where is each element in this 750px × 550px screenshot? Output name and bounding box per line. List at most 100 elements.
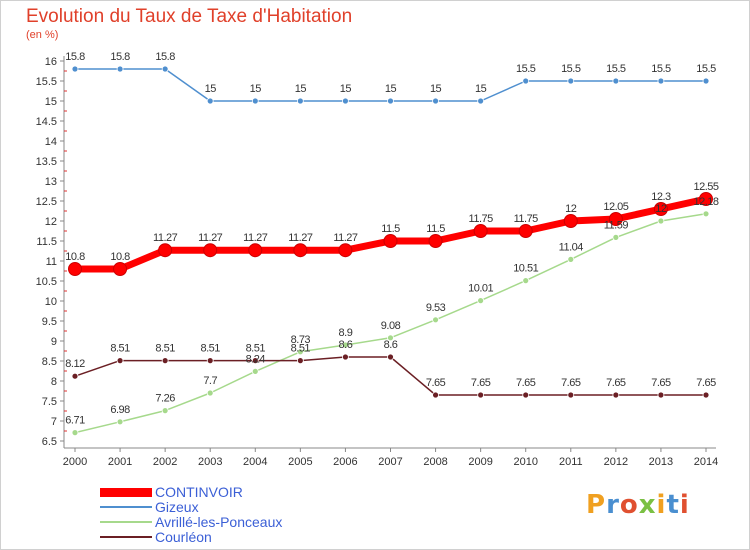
data-label-2: 12.18 (693, 196, 718, 208)
y-tick-label: 14.5 (36, 116, 57, 128)
y-tick-label: 6.5 (42, 436, 57, 448)
data-label-1: 15 (475, 83, 487, 95)
data-label-2: 10.01 (468, 283, 493, 295)
data-point-2 (387, 334, 394, 342)
y-tick-label: 12 (45, 216, 57, 228)
legend-swatch-continvoir (100, 488, 152, 497)
data-label-3: 8.51 (110, 343, 130, 355)
data-point-2 (161, 407, 169, 415)
logo-letter: P (586, 490, 607, 520)
x-tick-label: 2011 (559, 456, 583, 468)
x-tick-label: 2013 (649, 456, 673, 468)
data-label-2: 7.7 (203, 375, 217, 387)
data-label-0: 11.27 (333, 232, 358, 244)
data-point-3 (116, 357, 124, 365)
chart-subtitle: (en %) (26, 29, 59, 41)
logo-letter: r (606, 490, 620, 520)
data-point-3 (657, 391, 665, 399)
data-label-1: 15.8 (65, 51, 85, 63)
legend-label-continvoir: CONTINVOIR (155, 484, 243, 500)
data-label-0: 10.8 (65, 251, 85, 263)
chart-title: Evolution du Taux de Taxe d'Habitation (26, 6, 353, 27)
data-label-1: 15 (430, 83, 442, 95)
data-label-1: 15 (205, 83, 217, 95)
logo-letter: o (619, 490, 639, 520)
legend-label-avrille: Avrillé-les-Ponceaux (155, 514, 283, 530)
data-label-3: 8.6 (339, 339, 353, 351)
data-label-0: 11.5 (381, 223, 400, 235)
data-label-1: 15 (250, 83, 262, 95)
data-label-0: 11.27 (153, 232, 178, 244)
legend-swatch-gizeux (100, 506, 152, 508)
data-point-0 (248, 243, 263, 258)
data-point-2 (342, 341, 349, 349)
data-label-1: 15.5 (516, 63, 536, 75)
data-point-0 (653, 202, 668, 216)
x-tick-label: 2005 (288, 456, 312, 468)
y-tick-label: 16 (45, 56, 57, 68)
y-tick-label: 13.5 (36, 156, 57, 168)
data-point-3 (206, 357, 214, 365)
logo-letter: t (666, 490, 680, 520)
data-point-2 (251, 367, 259, 375)
data-label-0: 11.27 (243, 232, 268, 244)
data-point-1 (161, 65, 169, 73)
data-label-3: 8.51 (155, 343, 175, 355)
legend-label-gizeux: Gizeux (155, 499, 199, 515)
data-label-1: 15.5 (561, 63, 581, 75)
y-tick-label: 7 (51, 416, 57, 428)
data-label-3: 8.51 (246, 343, 266, 355)
data-label-3: 7.65 (426, 377, 446, 389)
data-point-0 (68, 262, 82, 276)
data-label-3: 8.12 (65, 358, 85, 370)
y-tick-label: 11 (46, 256, 57, 268)
data-point-1 (206, 97, 214, 105)
data-point-2 (477, 297, 485, 305)
data-point-0 (203, 243, 218, 258)
data-point-0 (428, 234, 443, 248)
data-label-2: 9.08 (381, 320, 401, 332)
data-point-3 (432, 391, 439, 399)
x-tick-label: 2014 (694, 456, 718, 468)
x-tick-label: 2012 (604, 456, 628, 468)
y-tick-label: 7.5 (42, 396, 57, 408)
data-point-2 (206, 389, 214, 397)
data-point-3 (477, 391, 485, 399)
data-label-0: 10.8 (110, 251, 130, 263)
data-point-1 (522, 77, 530, 85)
data-point-0 (383, 234, 398, 248)
data-point-2 (657, 217, 665, 225)
data-point-3 (251, 357, 259, 365)
data-label-0: 11.75 (469, 213, 494, 225)
data-label-1: 15.5 (696, 63, 716, 75)
data-point-1 (567, 77, 575, 85)
legend-label-courleon: Courléon (155, 529, 212, 545)
data-point-1 (251, 97, 259, 105)
data-point-2 (432, 316, 439, 324)
logo-letter: i (656, 490, 667, 520)
x-tick-label: 2006 (333, 456, 357, 468)
data-point-1 (612, 77, 620, 85)
data-label-3: 8.51 (201, 343, 221, 355)
data-point-3 (567, 391, 575, 399)
logo-letter: i (679, 490, 690, 520)
data-label-0: 11.27 (198, 232, 223, 244)
data-point-1 (702, 77, 710, 85)
series-line-3 (74, 356, 706, 396)
y-tick-label: 13 (45, 176, 57, 188)
data-point-3 (387, 353, 394, 361)
data-point-0 (563, 214, 578, 228)
y-tick-label: 9.5 (42, 316, 57, 328)
data-point-2 (116, 418, 124, 426)
data-label-2: 8.73 (291, 334, 311, 346)
data-point-0 (158, 243, 173, 258)
y-tick-label: 10.5 (36, 276, 57, 288)
data-point-3 (296, 357, 304, 365)
x-tick-label: 2001 (108, 456, 132, 468)
x-tick-label: 2003 (198, 456, 222, 468)
legend-swatch-courleon (100, 536, 152, 538)
x-tick-label: 2007 (378, 456, 402, 468)
x-tick-label: 2000 (63, 456, 87, 468)
data-point-1 (296, 97, 304, 105)
